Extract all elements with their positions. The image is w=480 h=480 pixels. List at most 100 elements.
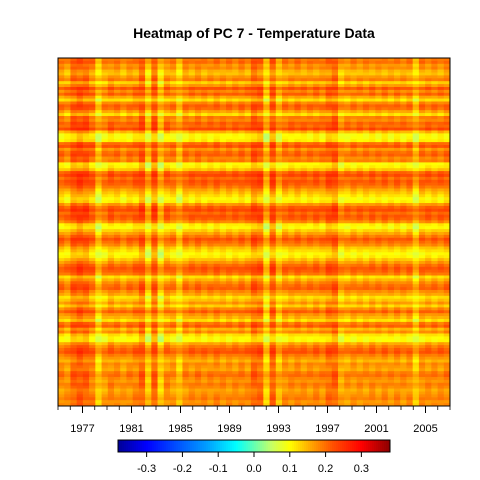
heatmap-cell [282,116,289,120]
heatmap-cell [350,171,358,175]
heatmap-cell [76,226,84,230]
heatmap-cell [425,130,432,134]
heatmap-cell [300,211,308,215]
heatmap-cell [418,261,426,265]
heatmap-cell [300,261,308,265]
heatmap-cell [406,153,414,157]
heatmap-cell [369,200,376,204]
heatmap-cell [138,78,146,82]
heatmap-cell [58,240,65,244]
heatmap-cell [201,223,208,227]
heatmap-cell [101,142,109,146]
heatmap-cell [319,261,326,265]
heatmap-cell [443,220,451,224]
heatmap-cell [362,197,370,201]
heatmap-cell [394,234,401,239]
heatmap-cell [132,81,140,85]
heatmap-cell [300,243,308,247]
heatmap-cell [431,162,438,166]
heatmap-cell [288,75,295,79]
heatmap-cell [194,147,202,152]
heatmap-cell [394,84,401,88]
heatmap-cell [64,168,71,172]
heatmap-cell [257,214,264,218]
heatmap-cell [400,72,407,76]
heatmap-cell [313,110,320,114]
heatmap-cell [356,200,364,204]
heatmap-cell [207,98,214,102]
heatmap-cell [101,287,109,291]
heatmap-cell [58,81,65,85]
heatmap-cell [443,197,451,201]
heatmap-cell [95,205,102,210]
heatmap-cell [282,107,289,111]
heatmap-cell [381,223,389,227]
heatmap-cell [319,165,326,169]
heatmap-cell [331,98,339,102]
heatmap-cell [70,252,78,256]
heatmap-cell [443,127,451,131]
heatmap-cell [176,243,183,247]
heatmap-cell [163,185,171,189]
heatmap-cell [406,249,414,253]
heatmap-cell [151,66,158,70]
heatmap-cell [182,92,190,97]
heatmap-cell [418,194,426,198]
heatmap-cell [114,272,121,276]
heatmap-cell [394,69,401,73]
heatmap-cell [269,203,277,207]
heatmap-cell [412,284,420,288]
heatmap-cell [275,75,283,79]
heatmap-cell [157,162,165,166]
heatmap-cell [238,269,246,273]
heatmap-cell [387,182,395,186]
heatmap-cell [288,104,295,108]
heatmap-cell [387,229,395,233]
heatmap-cell [356,92,364,97]
heatmap-cell [325,197,333,201]
heatmap-cell [95,159,102,163]
heatmap-cell [70,234,78,239]
heatmap-cell [107,142,115,146]
heatmap-cell [201,197,208,201]
heatmap-cell [263,104,270,108]
heatmap-cell [269,147,277,152]
heatmap-cell [244,63,252,68]
heatmap-cell [263,72,270,76]
heatmap-cell [145,110,152,114]
heatmap-cell [126,107,134,111]
heatmap-cell [431,179,438,184]
heatmap-cell [107,261,115,265]
heatmap-cell [138,182,146,186]
heatmap-cell [387,156,395,160]
heatmap-cell [132,107,140,111]
heatmap-cell [313,147,320,152]
heatmap-cell [226,147,233,152]
heatmap-cell [381,220,389,224]
heatmap-cell [437,252,445,256]
heatmap-cell [151,153,158,157]
heatmap-cell [369,284,376,288]
heatmap-cell [194,156,202,160]
heatmap-cell [138,101,146,105]
heatmap-cell [151,237,158,242]
heatmap-cell [250,66,258,70]
heatmap-cell [362,87,370,91]
heatmap-cell [418,89,426,94]
heatmap-cell [145,287,152,291]
heatmap-cell [76,118,84,123]
heatmap-cell [406,81,414,85]
heatmap-cell [250,136,258,140]
heatmap-cell [213,124,221,128]
heatmap-cell [76,176,84,181]
heatmap-cell [207,217,214,221]
heatmap-cell [257,211,264,215]
heatmap-cell [412,249,420,253]
heatmap-cell [306,232,314,236]
heatmap-cell [431,142,438,146]
heatmap-cell [89,78,96,82]
heatmap-cell [201,281,208,285]
heatmap-cell [132,174,140,178]
heatmap-cell [238,232,246,236]
heatmap-cell [306,84,314,88]
